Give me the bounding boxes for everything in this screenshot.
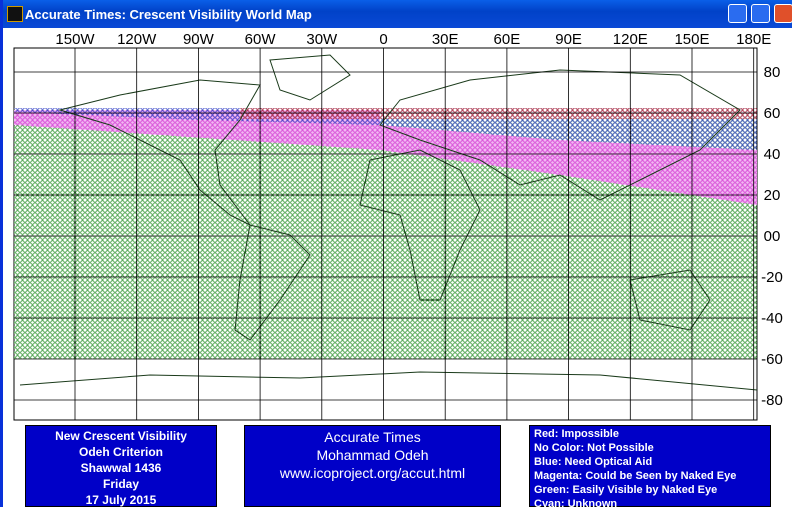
latitude-label: 20 <box>764 187 781 204</box>
map: 150W 120W 90W 60W 30W 0 30E 60E 90E 120E 150E 180E 8… <box>13 31 783 421</box>
longitude-label: 90E <box>555 31 582 48</box>
info-line: New Crescent Visibility <box>55 429 187 443</box>
info-left: New Crescent Visibility Odeh Criterion S… <box>25 425 217 507</box>
longitude-label: 120W <box>117 31 157 48</box>
title-bar: Accurate Times: Crescent Visibility Worl… <box>3 0 792 28</box>
latitude-label: 40 <box>764 146 781 163</box>
longitude-label: 0 <box>379 31 387 48</box>
red-zone <box>240 108 757 119</box>
graticule <box>14 48 757 420</box>
maximize-button[interactable] <box>751 4 770 23</box>
info-center: Accurate Times Mohammad Odeh www.icoproj… <box>244 425 501 507</box>
longitude-label: 120E <box>613 31 648 48</box>
latitude-label: -60 <box>761 351 783 368</box>
coastlines <box>19 54 758 391</box>
info-line: Friday <box>102 477 139 491</box>
legend-item: Cyan: Unknown <box>534 498 618 507</box>
legend: Red: Impossible No Color: Not Possible B… <box>529 425 771 507</box>
legend-item: Red: Impossible <box>534 428 619 440</box>
latitude-label: 80 <box>764 64 781 81</box>
longitude-label: 30E <box>432 31 459 48</box>
app-icon <box>7 6 23 22</box>
legend-item: Blue: Need Optical Aid <box>534 456 653 468</box>
latitude-label: 00 <box>764 228 781 245</box>
info-line: www.icoproject.org/accut.html <box>279 465 466 481</box>
latitude-label: -80 <box>761 392 783 409</box>
info-line: Odeh Criterion <box>78 445 163 459</box>
longitude-label: 180E <box>736 31 771 48</box>
longitude-label: 30W <box>306 31 338 48</box>
close-button[interactable] <box>774 4 792 23</box>
magenta-zone <box>14 110 757 205</box>
longitude-label: 150W <box>55 31 95 48</box>
longitude-label: 60E <box>494 31 521 48</box>
info-line: Shawwal 1436 <box>80 461 162 475</box>
info-line: 17 July 2015 <box>85 493 157 507</box>
longitude-label: 150E <box>674 31 709 48</box>
window-title: Accurate Times: Crescent Visibility Worl… <box>25 7 312 22</box>
latitude-label: 60 <box>764 105 781 122</box>
legend-item: Green: Easily Visible by Naked Eye <box>534 484 718 496</box>
info-line: Mohammad Odeh <box>316 447 429 463</box>
info-line: Accurate Times <box>324 429 421 445</box>
minimize-button[interactable] <box>728 4 747 23</box>
legend-item: No Color: Not Possible <box>534 442 654 454</box>
legend-item: Magenta: Could be Seen by Naked Eye <box>534 470 737 482</box>
latitude-label: -20 <box>761 269 783 286</box>
longitude-label: 60W <box>245 31 277 48</box>
latitude-label: -40 <box>761 310 783 327</box>
longitude-label: 90W <box>183 31 215 48</box>
